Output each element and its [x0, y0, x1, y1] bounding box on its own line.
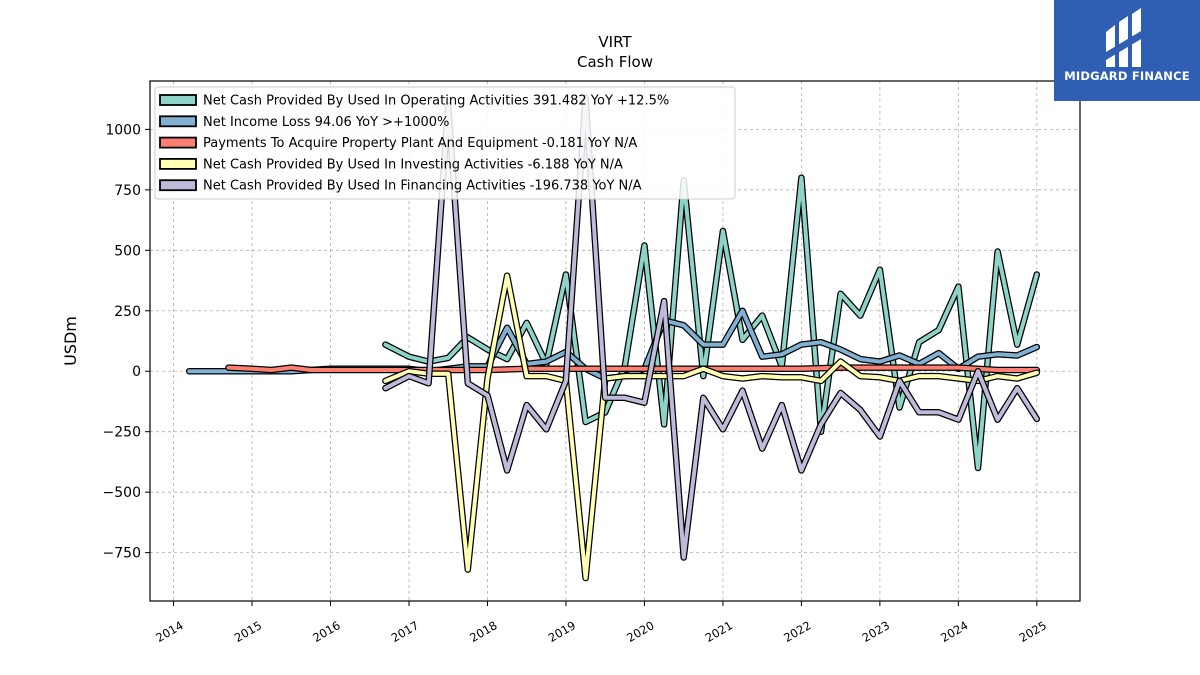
x-tick-label: 2015: [232, 618, 264, 645]
y-tick-label: 1000: [105, 122, 141, 138]
brand-name: MIDGARD FINANCE: [1064, 69, 1190, 83]
y-tick-label: 0: [132, 364, 141, 380]
series-5: [382, 94, 1041, 561]
midgard-logo-icon: [1106, 8, 1146, 67]
y-tick-label: −250: [103, 425, 141, 441]
x-axis-ticks: 2014 2015 2016 2017 2018 2019 2020 2021 2022 2023…: [153, 601, 1049, 645]
x-tick-label: 2020: [624, 618, 656, 645]
y-tick-label: −500: [103, 485, 141, 501]
legend-label: Net Cash Provided By Used In Investing A…: [203, 157, 623, 172]
legend-item: Net Cash Provided By Used In Operating A…: [159, 94, 669, 109]
legend-label: Net Cash Provided By Used In Operating A…: [203, 94, 669, 109]
legend-swatch: [159, 136, 197, 149]
x-tick-label: 2014: [153, 618, 185, 645]
series-lines: [185, 94, 1041, 582]
x-tick-label: 2022: [781, 618, 813, 645]
legend: Net Cash Provided By Used In Operating A…: [154, 86, 736, 200]
chart-subtitle: Cash Flow: [577, 53, 653, 71]
brand-logo: MIDGARD FINANCE: [1054, 0, 1200, 101]
legend-swatch: [159, 179, 197, 192]
y-axis-ticks: −750 −500 −250 0 250 500 750 1000: [103, 122, 150, 562]
y-tick-label: 500: [114, 243, 141, 259]
legend-swatch: [159, 157, 197, 170]
plot-frame: [149, 80, 1081, 602]
x-tick-label: 2016: [310, 618, 342, 645]
series-3: [225, 364, 1041, 374]
x-tick-label: 2017: [389, 618, 421, 645]
legend-swatch: [159, 115, 197, 128]
chart-title: VIRT: [598, 33, 632, 51]
legend-box: [154, 86, 736, 200]
x-tick-label: 2023: [860, 618, 892, 645]
x-tick-label: 2021: [703, 618, 735, 645]
series-4: [382, 272, 1041, 582]
series-line: [226, 365, 1039, 372]
legend-label: Net Income Loss 94.06 YoY >+1000%: [203, 115, 449, 130]
y-tick-label: 750: [114, 183, 141, 199]
series-1: [382, 174, 1041, 472]
legend-item: Net Income Loss 94.06 YoY >+1000%: [159, 115, 449, 130]
legend-item: Net Cash Provided By Used In Financing A…: [159, 179, 642, 194]
series-line: [383, 175, 1039, 470]
y-tick-label: −750: [103, 546, 141, 562]
legend-swatch: [159, 94, 197, 106]
series-line: [383, 95, 1039, 560]
legend-item: Payments To Acquire Property Plant And E…: [159, 136, 637, 151]
y-tick-label: 250: [114, 304, 141, 320]
legend-item: Net Cash Provided By Used In Investing A…: [159, 157, 623, 172]
x-tick-label: 2018: [467, 618, 499, 645]
x-tick-label: 2024: [938, 618, 970, 645]
y-axis-label: USDm: [61, 316, 80, 366]
legend-label: Net Cash Provided By Used In Financing A…: [203, 179, 642, 194]
x-tick-label: 2025: [1017, 618, 1049, 645]
x-tick-label: 2019: [546, 618, 578, 645]
series-line: [383, 273, 1039, 580]
legend-label: Payments To Acquire Property Plant And E…: [203, 136, 637, 151]
